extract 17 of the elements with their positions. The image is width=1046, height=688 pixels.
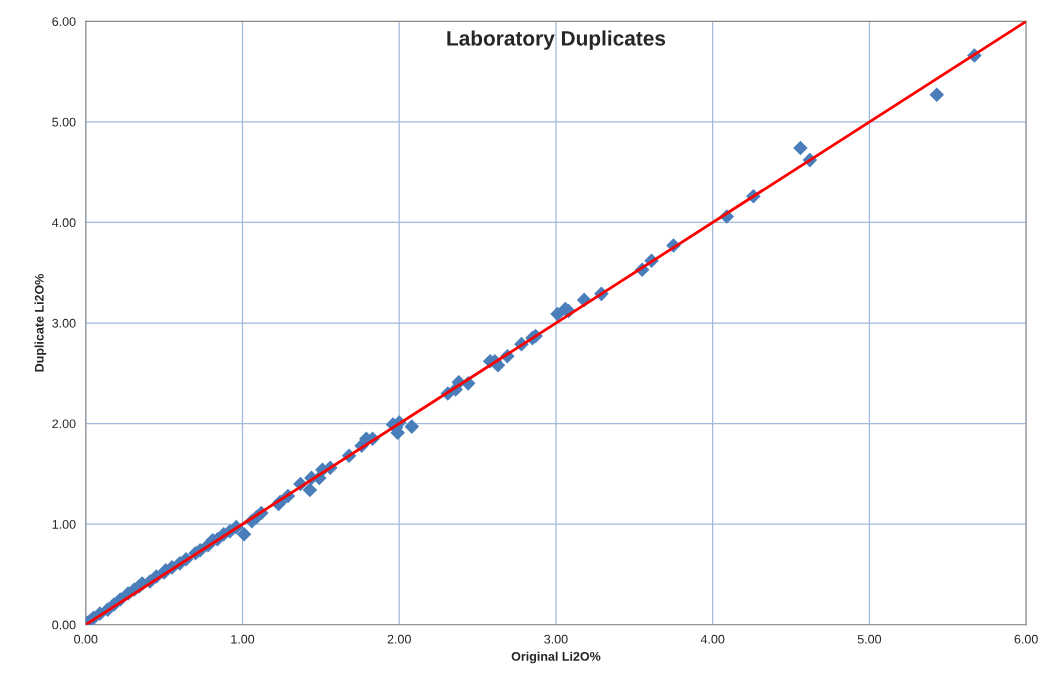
y-tick-label: 1.00 (52, 519, 76, 529)
y-axis-title: Duplicate Li2O% (34, 274, 47, 372)
x-axis-title: Original Li2O% (511, 651, 601, 664)
x-tick-label: 6.00 (1014, 634, 1038, 644)
y-tick-label: 6.00 (52, 17, 76, 26)
y-tick-label: 3.00 (52, 318, 76, 328)
x-tick-label: 5.00 (857, 634, 882, 644)
x-tick-label: 1.00 (231, 634, 255, 644)
y-tick-label: 5.00 (52, 117, 76, 127)
x-tick-label: 0.00 (74, 634, 98, 644)
x-tick-label: 3.00 (544, 634, 568, 644)
chart-title: Laboratory Duplicates (447, 30, 666, 50)
y-tick-label: 2.00 (52, 419, 76, 429)
x-tick-label: 2.00 (387, 634, 411, 644)
y-tick-label: 0.00 (52, 620, 76, 630)
y-tick-label: 4.00 (52, 218, 76, 228)
x-tick-label: 4.00 (700, 634, 725, 644)
